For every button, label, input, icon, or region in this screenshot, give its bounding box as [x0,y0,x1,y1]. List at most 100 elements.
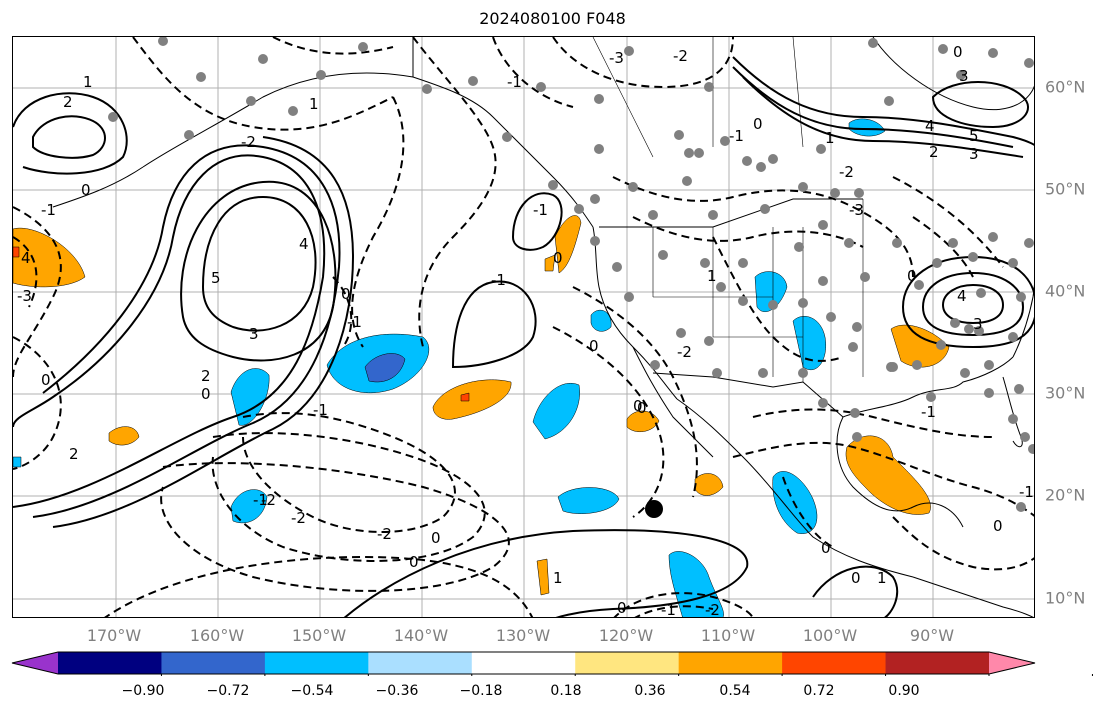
contour-label: -2 [673,47,688,65]
latitude-label: 20°N [1045,485,1086,505]
hudson-bay-area [872,37,1034,111]
longitude-label: 170°W [86,626,142,645]
colorbar-segment [575,652,680,674]
shade-blue-tropic [668,551,724,617]
colorbar-segment [782,652,887,674]
contour-label: -1 [347,313,362,331]
contour-label: -3 [849,201,864,219]
contour-label: -1 [1019,483,1034,501]
central-america [912,576,1034,617]
colorbar-tick-label: 0.36 [634,683,666,699]
contour-label: -2 [677,343,692,361]
shade-orange-left [13,227,86,288]
contour-label: 0 [753,115,763,133]
colorbar-tick-label: 0.18 [550,683,582,699]
contour-label: -1 [253,491,268,509]
colorbar-segment [989,652,1035,674]
contour-label: 2 [929,143,939,161]
contour-label: 0 [637,399,647,417]
contour-label: 0 [993,517,1003,535]
longitude-label: 110°W [700,626,756,645]
baja [632,346,714,458]
contour-label: 2 [201,367,211,385]
contour-label: -2 [261,491,276,509]
shade-orange-mexico [694,473,724,496]
colorbar-segment [471,652,576,674]
contour-label: -2 [291,509,306,527]
contour-label: 0 [553,249,563,267]
colorbar-segment [885,652,990,674]
map-canvas: 2 1 0 -1 -2 -3 0 2 2 0 3 5 4 -1 -2 -1 -2… [13,37,1034,618]
contour-label: 1 [83,73,93,91]
shade-blue-plains-2 [792,316,827,370]
shade-orange-pacific [432,379,512,420]
contour-label: -2 [839,163,854,181]
contour-label: 4 [925,117,935,135]
map-frame: 2 1 0 -1 -2 -3 0 2 2 0 3 5 4 -1 -2 -1 -2… [12,36,1035,618]
contour-label: 3 [249,325,259,343]
contour-label: 0 [201,385,211,403]
shade-blue-hawaii [230,368,270,426]
longitude-label: 150°W [291,626,347,645]
us-west-coast [592,226,678,400]
land-outlines [52,37,1034,617]
shade-orange-small-1 [108,426,140,446]
longitude-label: 120°W [598,626,654,645]
shade-blue-baja [557,487,620,514]
canada-us-border [599,198,863,228]
contour-label: 0 [907,267,917,285]
us-mexico-border [652,372,844,418]
contour-label: -1 [313,401,328,419]
contour-label: 0 [851,569,861,587]
colorbar-tick-label: −0.72 [206,683,250,699]
colorbar [11,651,1093,676]
mexico-west-coast [676,398,914,578]
contour-label: 4 [957,287,967,305]
shade-blue-south [230,489,268,524]
colorbar-tick-label: 0.54 [719,683,751,699]
graticule [13,37,1034,617]
contour-label: 1 [825,129,835,147]
contour-label: 1 [877,569,887,587]
colorbar-segment [264,652,369,674]
shade-orange-small-coast [544,254,556,272]
shade-blue-small-left [13,456,22,468]
longitude-label: 130°W [495,626,551,645]
shade-blue-calif [590,309,612,332]
reference-point-marker [645,500,663,518]
latitude-label: 10°N [1045,588,1086,608]
shade-orange-sw [626,410,660,433]
contour-label: -1 [507,73,522,91]
contour-label: 4 [21,249,31,267]
colorbar-segment [678,652,783,674]
colorbar-tick-label: 0.90 [888,683,920,699]
contour-label: 2 [63,93,73,111]
latitude-label: 60°N [1045,77,1086,97]
colorbar-tick-label: −0.18 [459,683,503,699]
contour-label: -1 [491,271,506,289]
map-title: 2024080100 F048 [479,9,626,28]
alaska-coast [142,72,594,228]
shade-blue-mid [532,383,580,440]
contour-label: -1 [661,601,676,618]
colorbar-segment [368,652,473,674]
contour-label: -1 [921,403,936,421]
canada-interior [412,37,804,158]
contour-label: -3 [609,49,624,67]
contour-label: 3 [959,67,969,85]
latitude-label: 50°N [1045,179,1086,199]
contour-label: 5 [211,269,221,287]
colorbar-tick-label: −0.90 [121,683,165,699]
contour-label: 1 [309,95,319,113]
shade-blue-plains-1 [754,271,788,312]
longitude-label: 100°W [802,626,858,645]
contour-label: 5 [969,127,979,145]
negative-contours [13,37,1034,617]
shaded-anomalies [13,118,950,617]
gulf-coast [842,356,1014,418]
contour-label: -1 [729,127,744,145]
colorbar-tick-label: −0.36 [375,683,419,699]
station-markers [108,37,1034,512]
latitude-label: 40°N [1045,281,1086,301]
contour-label: -1 [533,201,548,219]
